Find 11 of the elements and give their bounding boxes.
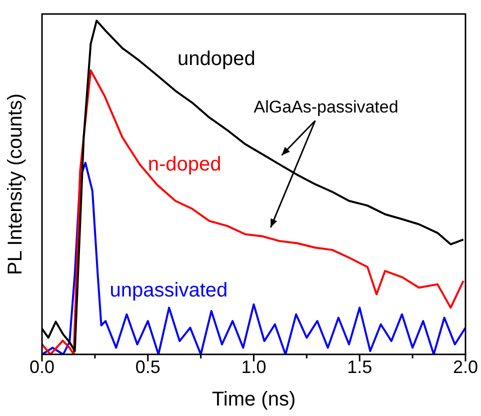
annotation: AlGaAs-passivated <box>254 98 398 117</box>
x-axis-title: Time (ns) <box>212 388 296 411</box>
x-tick-label: 0.0 <box>29 357 55 378</box>
x-tick-label: 0.5 <box>135 357 160 378</box>
series-label: unpassivated <box>110 280 228 302</box>
x-tick-label: 1.0 <box>241 357 266 378</box>
x-tick-label: 1.5 <box>347 357 372 378</box>
series-label: undoped <box>178 48 256 70</box>
y-axis-title: PL Intensity (counts) <box>4 93 27 275</box>
series-label: n-doped <box>148 154 222 176</box>
x-tick-label: 2.0 <box>452 357 478 378</box>
